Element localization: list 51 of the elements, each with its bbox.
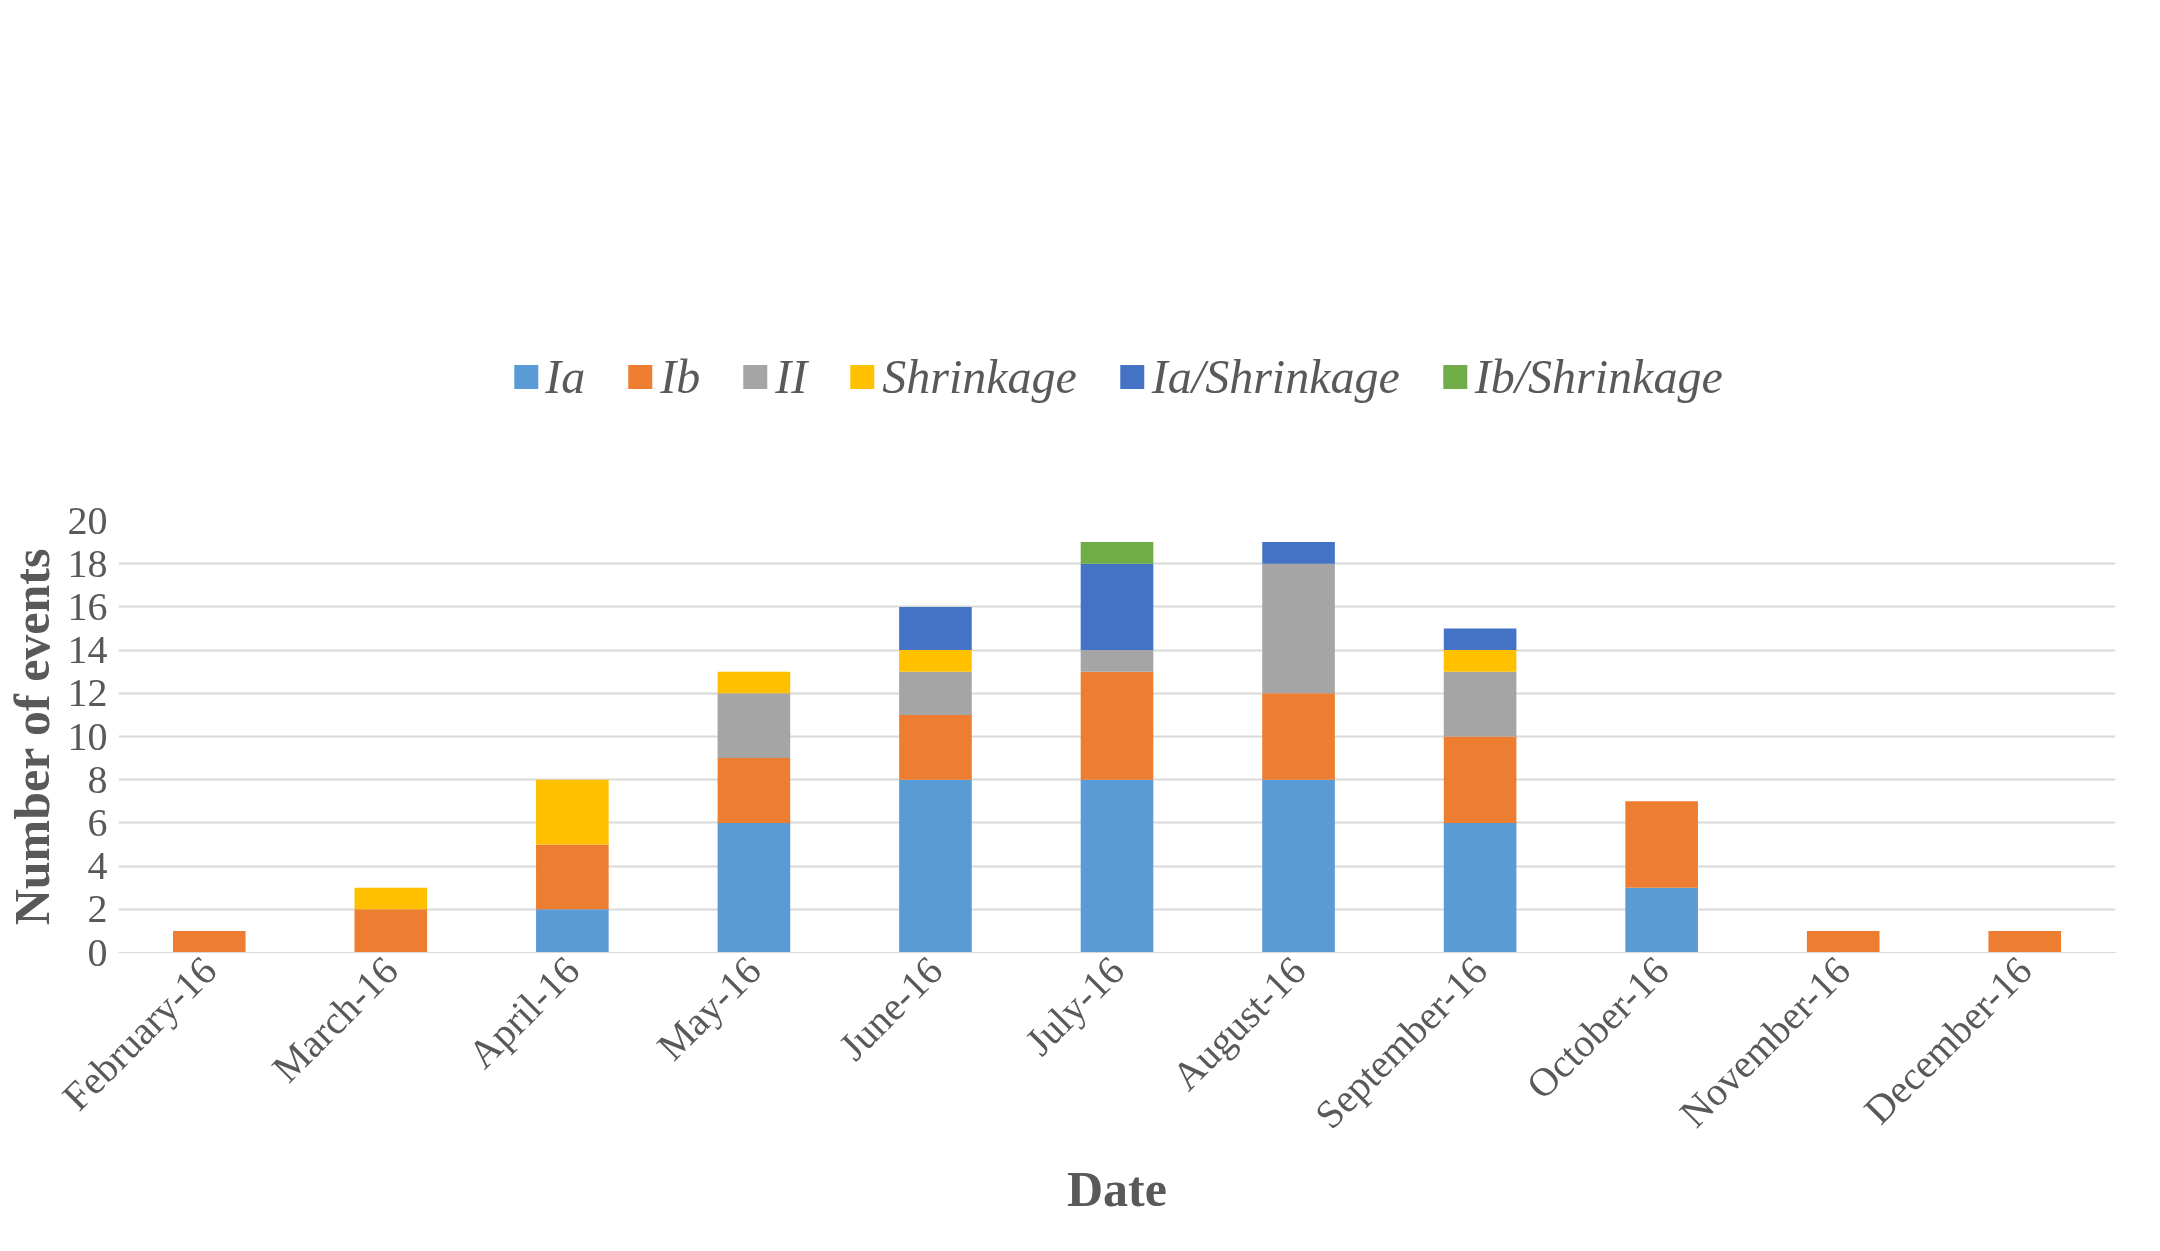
bar (1080, 779, 1154, 953)
bar (536, 909, 609, 953)
bar (717, 671, 791, 694)
legend-label: II (775, 348, 808, 404)
legend-label: Ia (545, 348, 586, 404)
y-tick-label: 14 (67, 627, 108, 673)
bar (354, 909, 428, 953)
y-tick-label: 2 (87, 886, 108, 932)
bar (1443, 650, 1517, 672)
bar (717, 822, 791, 953)
bar (1080, 563, 1154, 651)
bar (1262, 693, 1335, 780)
y-tick-label: 10 (67, 713, 108, 759)
y-tick-label: 8 (87, 756, 108, 802)
bar (1625, 887, 1698, 953)
bar (899, 650, 972, 672)
bar (899, 779, 972, 953)
x-axis-title: Date (1067, 1161, 1167, 1218)
bar (1080, 650, 1154, 672)
bar (1080, 542, 1154, 564)
bar (1988, 930, 2062, 953)
bar (899, 606, 972, 651)
bar (1443, 671, 1517, 737)
bar (1262, 563, 1335, 694)
bar (899, 671, 972, 715)
bar (899, 714, 972, 780)
bar (536, 844, 609, 910)
bar (1443, 736, 1517, 823)
bar (536, 779, 609, 845)
y-tick-label: 20 (67, 497, 108, 543)
bar (1625, 801, 1698, 888)
legend-label: Ia/Shrinkage (1151, 348, 1400, 404)
y-tick-label: 6 (87, 799, 108, 845)
bar (1443, 628, 1517, 651)
y-axis-title: Number of events (3, 548, 60, 926)
bar (1262, 542, 1335, 564)
bar (1806, 930, 1880, 953)
y-tick-label: 4 (87, 843, 108, 889)
bar (1262, 779, 1335, 953)
y-tick-label: 18 (67, 540, 108, 586)
legend-label: Ib/Shrinkage (1474, 348, 1723, 404)
bar (1080, 671, 1154, 780)
bar (1443, 822, 1517, 953)
y-tick-label: 12 (67, 670, 108, 716)
legend-label: Shrinkage (882, 348, 1077, 404)
bar (717, 693, 791, 759)
legend-label: Ib (660, 348, 701, 404)
bar (354, 887, 428, 910)
y-tick-label: 16 (67, 583, 108, 629)
bar (717, 758, 791, 823)
bar (172, 930, 246, 953)
